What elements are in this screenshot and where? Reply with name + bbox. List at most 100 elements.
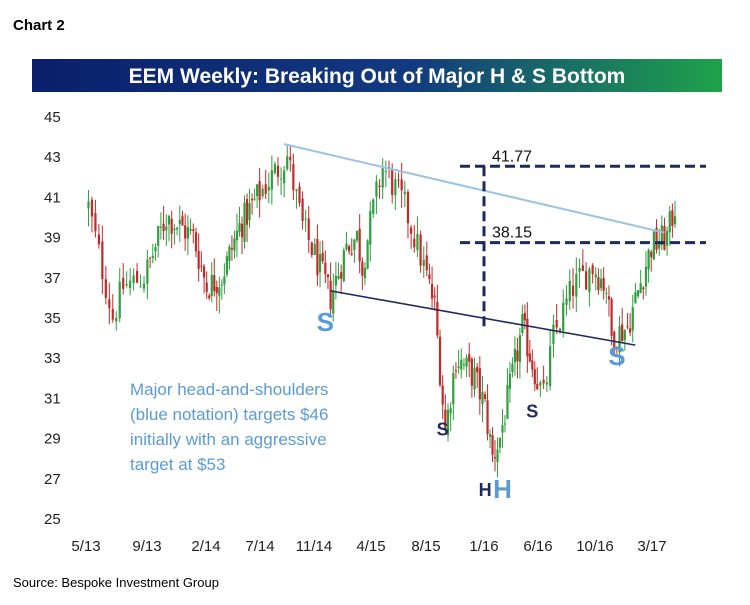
target-level-label: 38.15 bbox=[492, 225, 532, 242]
candle-body bbox=[233, 238, 236, 251]
candle-body bbox=[425, 255, 428, 271]
candle-body bbox=[350, 253, 353, 255]
x-tick-label: 9/13 bbox=[132, 538, 161, 555]
y-tick-label: 37 bbox=[44, 270, 61, 287]
candle-body bbox=[416, 233, 419, 251]
y-tick-label: 39 bbox=[44, 230, 61, 247]
x-tick-label: 3/17 bbox=[637, 538, 666, 555]
candle-body bbox=[261, 188, 264, 197]
candle-body bbox=[397, 179, 400, 181]
candle-body bbox=[526, 318, 529, 357]
candle-body bbox=[578, 268, 581, 272]
candle-body bbox=[558, 328, 562, 332]
candle-body bbox=[618, 326, 621, 353]
candle-body bbox=[581, 265, 584, 271]
candle-body bbox=[673, 216, 677, 225]
candle-body bbox=[521, 314, 524, 333]
candle-body bbox=[599, 278, 603, 289]
x-tick-label: 2/14 bbox=[191, 538, 220, 555]
candlestick-series bbox=[87, 145, 677, 478]
source-note: Source: Bespoke Investment Group bbox=[13, 575, 219, 590]
candle-body bbox=[353, 239, 356, 251]
x-axis: 5/13 9/13 2/14 7/14 11/14 4/15 8/15 1/16 6/16 10/… bbox=[71, 538, 666, 555]
candle-body bbox=[162, 223, 165, 232]
x-tick-label: 5/13 bbox=[71, 538, 100, 555]
candle-body bbox=[655, 227, 658, 250]
candle-body bbox=[433, 295, 436, 298]
candle-body bbox=[289, 156, 292, 161]
y-tick-label: 31 bbox=[44, 390, 61, 407]
candle-body bbox=[436, 301, 439, 336]
candle-body bbox=[441, 385, 444, 405]
y-tick-label: 41 bbox=[44, 189, 61, 206]
candle-body bbox=[491, 435, 494, 455]
candle-body bbox=[531, 360, 534, 370]
candle-body bbox=[506, 385, 509, 419]
candle-body bbox=[118, 281, 121, 319]
candle-body bbox=[607, 296, 611, 300]
trend-line bbox=[283, 143, 665, 234]
candle-body bbox=[481, 392, 484, 405]
candle-body bbox=[175, 227, 179, 230]
candle-body bbox=[533, 369, 536, 385]
candle-body bbox=[334, 275, 337, 286]
candle-body bbox=[536, 383, 539, 390]
candle-body bbox=[478, 368, 481, 400]
candle-body bbox=[626, 326, 629, 328]
candle-body bbox=[111, 309, 114, 320]
candle-body bbox=[647, 249, 650, 270]
x-tick-label: 6/16 bbox=[523, 538, 552, 555]
candle-body bbox=[310, 242, 313, 255]
candle-body bbox=[235, 230, 239, 241]
pattern-label-h: H bbox=[493, 474, 512, 504]
annotation-line: (blue notation) targets $46 bbox=[130, 405, 328, 424]
candle-body bbox=[329, 280, 332, 310]
candle-body bbox=[644, 266, 648, 287]
candle-body bbox=[258, 181, 261, 201]
candle-body bbox=[313, 243, 316, 255]
candle-body bbox=[197, 250, 200, 269]
candle-body bbox=[585, 271, 588, 290]
candle-body bbox=[545, 382, 548, 385]
candle-body bbox=[468, 354, 471, 362]
candle-body bbox=[513, 348, 517, 363]
candle-body bbox=[256, 184, 259, 197]
candle-body bbox=[588, 268, 591, 293]
candle-body bbox=[286, 156, 289, 170]
candle-body bbox=[181, 216, 184, 226]
candle-body bbox=[178, 219, 181, 225]
candle-body bbox=[139, 286, 142, 288]
candle-body bbox=[248, 202, 251, 220]
candle-body bbox=[208, 295, 211, 299]
candle-body bbox=[167, 216, 171, 225]
candle-body bbox=[501, 425, 504, 433]
candle-body bbox=[358, 228, 361, 262]
candle-body bbox=[366, 240, 369, 269]
candle-body bbox=[173, 228, 176, 231]
candle-body bbox=[267, 186, 270, 191]
candle-body bbox=[446, 409, 450, 436]
candle-body bbox=[189, 228, 192, 231]
pattern-label-s: S bbox=[526, 402, 538, 422]
candle-body bbox=[516, 350, 519, 362]
candle-body bbox=[438, 336, 442, 386]
pattern-label-s: S bbox=[437, 420, 449, 440]
candle-body bbox=[462, 364, 466, 366]
candle-body bbox=[270, 170, 273, 190]
candle-body bbox=[307, 218, 310, 240]
candle-body bbox=[528, 353, 531, 362]
candle-body bbox=[430, 283, 434, 299]
candle-body bbox=[542, 379, 545, 384]
candle-body bbox=[449, 408, 452, 414]
candle-body bbox=[668, 211, 671, 233]
candle-body bbox=[225, 256, 228, 275]
candle-body bbox=[428, 274, 431, 280]
candle-body bbox=[332, 290, 335, 314]
candle-body bbox=[125, 284, 128, 286]
pattern-label-s: S bbox=[608, 341, 625, 371]
title-banner bbox=[32, 59, 722, 92]
candle-body bbox=[486, 400, 489, 434]
candle-body bbox=[549, 346, 552, 387]
candle-body bbox=[511, 363, 514, 373]
candle-body bbox=[104, 279, 107, 298]
